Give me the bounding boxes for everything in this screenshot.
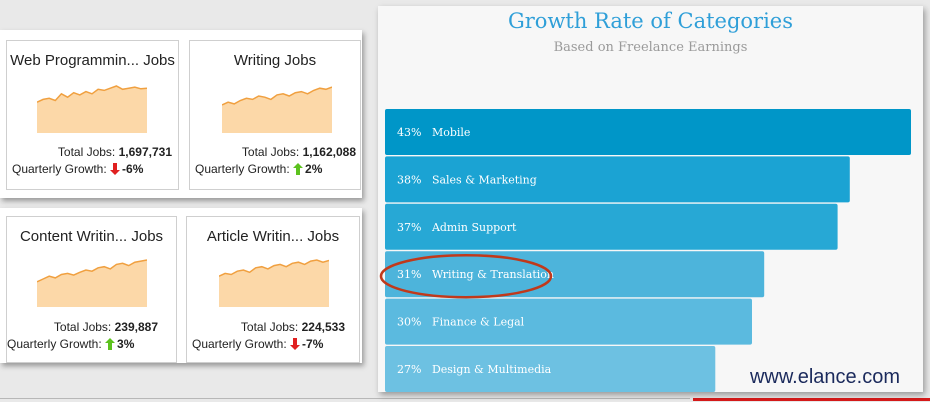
sparkline (222, 86, 332, 133)
up-arrow-shape (293, 163, 304, 175)
sparkline-line (37, 85, 147, 103)
bar-3 (385, 251, 765, 298)
job-card-title: Web Programmin... Jobs (10, 52, 175, 69)
bar-label-2: 37% Admin Support (397, 221, 517, 234)
bar-0 (385, 109, 911, 155)
up-arrow-icon (293, 163, 304, 175)
top-stats-panel: Web Programmin... Jobs Total Jobs: 1,697… (0, 30, 362, 198)
total-jobs-row: Total Jobs: 1,697,731 (58, 145, 172, 159)
sparkline (219, 259, 329, 307)
bar-label-5: 27% Design & Multimedia (397, 363, 552, 376)
quarterly-growth-value: 2% (305, 162, 323, 176)
up-arrow-shape (105, 338, 116, 350)
highlight-ring (379, 253, 553, 299)
total-jobs-label: Total Jobs: (241, 145, 300, 159)
job-card-web-programming: Web Programmin... Jobs Total Jobs: 1,697… (6, 40, 179, 190)
site-watermark: www.elance.com (749, 366, 900, 388)
sparkline (37, 85, 147, 133)
bottom-divider-line (0, 398, 690, 399)
total-jobs-row: Total Jobs: 224,533 (241, 320, 345, 334)
quarterly-growth-value: 3% (117, 337, 135, 351)
total-jobs-row: Total Jobs: 1,162,088 (242, 145, 356, 159)
bar-1 (385, 156, 850, 203)
bar-label-1: 38% Sales & Marketing (397, 173, 537, 186)
quarterly-growth-value: -7% (302, 337, 324, 351)
quarterly-growth-value: -6% (122, 162, 144, 176)
up-arrow-icon (105, 338, 116, 350)
sparkline-line (222, 86, 332, 106)
total-jobs-label: Total Jobs: (57, 145, 116, 159)
total-jobs-label: Total Jobs: (240, 320, 299, 334)
bar-2 (385, 203, 838, 250)
sparkline-line (219, 259, 329, 277)
quarterly-growth-label: Quarterly Growth: (7, 337, 102, 351)
quarterly-growth-label: Quarterly Growth: (195, 162, 290, 176)
chart-subtitle: Based on Freelance Earnings (553, 40, 748, 55)
quarterly-growth-row: Quarterly Growth: 3% (7, 337, 134, 351)
total-jobs-value: 1,697,731 (118, 145, 172, 159)
down-arrow-shape (110, 163, 121, 175)
bar-4 (385, 298, 752, 345)
total-jobs-label: Total Jobs: (53, 320, 112, 334)
bar-label-4: 30% Finance & Legal (397, 316, 525, 329)
sparkline-area (219, 260, 329, 307)
down-arrow-icon (290, 338, 301, 350)
sparkline-area (222, 87, 332, 133)
job-card-content-writing: Content Writin... Jobs Total Jobs: 239,8… (6, 216, 177, 363)
total-jobs-value: 239,887 (114, 320, 158, 334)
total-jobs-row: Total Jobs: 239,887 (54, 320, 158, 334)
job-card-title: Writing Jobs (233, 52, 317, 69)
job-card-title: Content Writin... Jobs (19, 228, 164, 245)
job-card-writing: Writing Jobs Total Jobs: 1,162,088 Quart… (189, 40, 361, 190)
growth-rate-bar-chart: 43% Mobile 38% Sales & Marketing 37% Admin… (379, 109, 911, 392)
quarterly-growth-row: Quarterly Growth: -6% (12, 162, 143, 176)
bar-label-0: 43% Mobile (397, 126, 470, 139)
sparkline-area (37, 86, 147, 133)
total-jobs-value: 1,162,088 (302, 145, 356, 159)
quarterly-growth-label: Quarterly Growth: (192, 337, 287, 351)
growth-rate-chart-panel: Growth Rate of Categories Based on Freel… (378, 6, 923, 392)
sparkline-line (37, 259, 147, 283)
bottom-stats-panel: Content Writin... Jobs Total Jobs: 239,8… (0, 208, 362, 363)
down-arrow-icon (110, 163, 121, 175)
bar-5 (385, 346, 716, 392)
quarterly-growth-row: Quarterly Growth: 2% (195, 162, 322, 176)
quarterly-growth-row: Quarterly Growth: -7% (192, 337, 323, 351)
job-card-title: Article Writin... Jobs (206, 228, 340, 245)
sparkline (37, 259, 147, 307)
total-jobs-value: 224,533 (301, 320, 345, 334)
quarterly-growth-label: Quarterly Growth: (12, 162, 107, 176)
job-card-article-writing: Article Writin... Jobs Total Jobs: 224,5… (186, 216, 360, 363)
bottom-accent-line (693, 398, 930, 401)
chart-title: Growth Rate of Categories (507, 9, 794, 33)
down-arrow-shape (290, 338, 301, 350)
sparkline-area (37, 260, 147, 307)
bar-label-3: 31% Writing & Translation (397, 268, 554, 281)
